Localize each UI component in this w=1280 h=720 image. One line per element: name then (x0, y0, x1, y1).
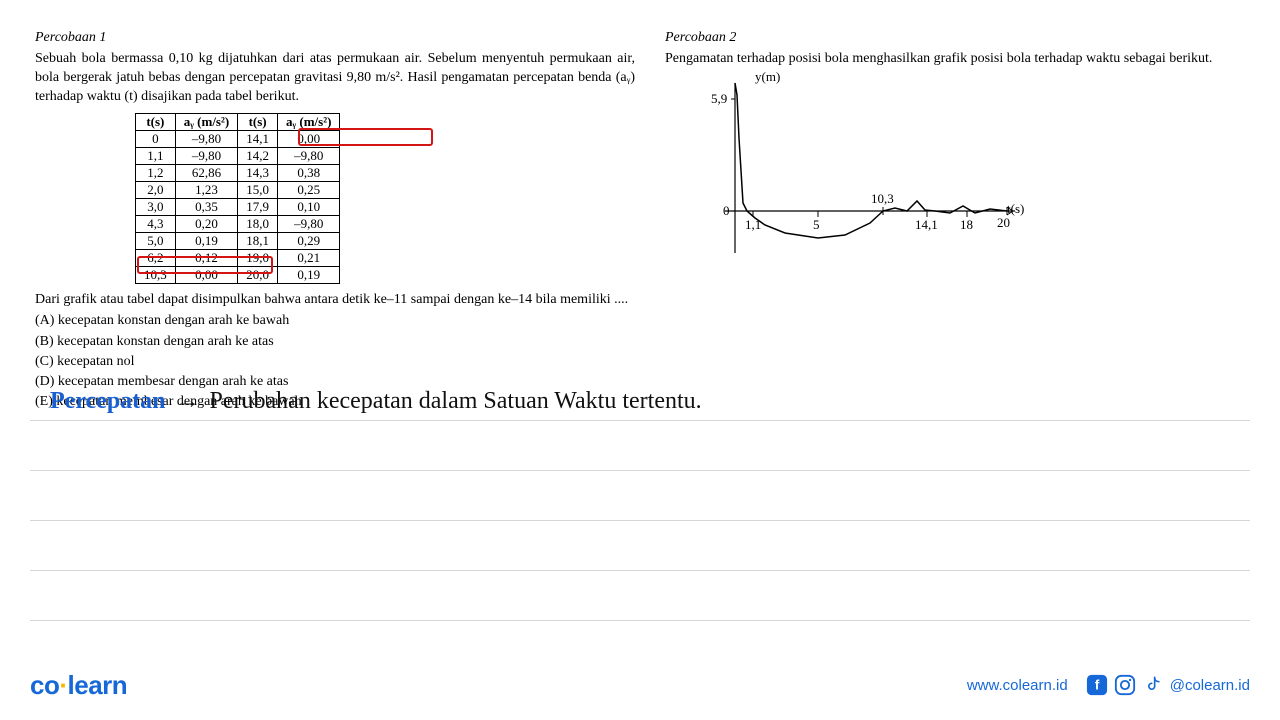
rule-4 (30, 570, 1250, 571)
p2-text: Pengamatan terhadap posisi bola menghasi… (665, 50, 1245, 69)
arrow-icon: → (176, 388, 200, 415)
xt-5: 20 (997, 215, 1010, 231)
question-text: Dari grafik atau tabel dapat disimpulkan… (35, 290, 635, 310)
social-icons: f @colearn.id (1086, 674, 1250, 696)
p2-title: Percobaan 2 (665, 30, 1245, 46)
p1-text: Sebuah bola bermassa 0,10 kg dijatuhkan … (35, 50, 635, 107)
xt-1: 5 (813, 217, 820, 233)
handwriting: Percepatan → Perubahan kecepatan dalam S… (50, 388, 702, 415)
xt-3: 14,1 (915, 217, 938, 233)
th-3: aᵧ (m/s²) (277, 113, 339, 130)
rule-2 (30, 470, 1250, 471)
data-table-wrap: t(s) aᵧ (m/s²) t(s) aᵧ (m/s²) 0–9,8014,1… (135, 113, 635, 284)
opt-b: (B) kecepatan konstan dengan arah ke ata… (35, 332, 635, 352)
th-1: aᵧ (m/s²) (175, 113, 237, 130)
xt-4: 18 (960, 217, 973, 233)
xt-2: 10,3 (871, 191, 894, 207)
th-0: t(s) (136, 113, 176, 130)
logo-learn: learn (68, 670, 128, 700)
chart-svg (705, 73, 1025, 263)
xt-0: 1,1 (745, 217, 761, 233)
instagram-icon[interactable] (1114, 674, 1136, 696)
social-handle[interactable]: @colearn.id (1170, 677, 1250, 694)
y-tick-label: 5,9 (711, 91, 727, 107)
footer: co·learn www.colearn.id f @colearn.id (0, 650, 1280, 720)
opt-c: (C) kecepatan nol (35, 352, 635, 372)
logo: co·learn (30, 670, 127, 701)
footer-url[interactable]: www.colearn.id (967, 677, 1068, 694)
data-table: t(s) aᵧ (m/s²) t(s) aᵧ (m/s²) 0–9,8014,1… (135, 113, 340, 284)
hand-black: Perubahan kecepatan dalam Satuan Waktu t… (210, 388, 702, 415)
y-label: y(m) (755, 69, 780, 85)
svg-text:f: f (1094, 678, 1099, 693)
rule-3 (30, 520, 1250, 521)
hand-blue: Percepatan (50, 388, 166, 415)
origin-label: 0 (723, 203, 730, 219)
rule-5 (30, 620, 1250, 621)
facebook-icon[interactable]: f (1086, 674, 1108, 696)
position-chart: y(m) 5,9 0 t(s) 1,1 5 10,3 14,1 18 20 (705, 73, 1025, 263)
p1-title: Percobaan 1 (35, 30, 635, 46)
opt-a: (A) kecepatan konstan dengan arah ke baw… (35, 311, 635, 331)
rule-1 (30, 420, 1250, 421)
tiktok-icon[interactable] (1142, 674, 1164, 696)
logo-dot-icon: · (59, 670, 67, 700)
th-2: t(s) (238, 113, 278, 130)
logo-co: co (30, 670, 59, 700)
